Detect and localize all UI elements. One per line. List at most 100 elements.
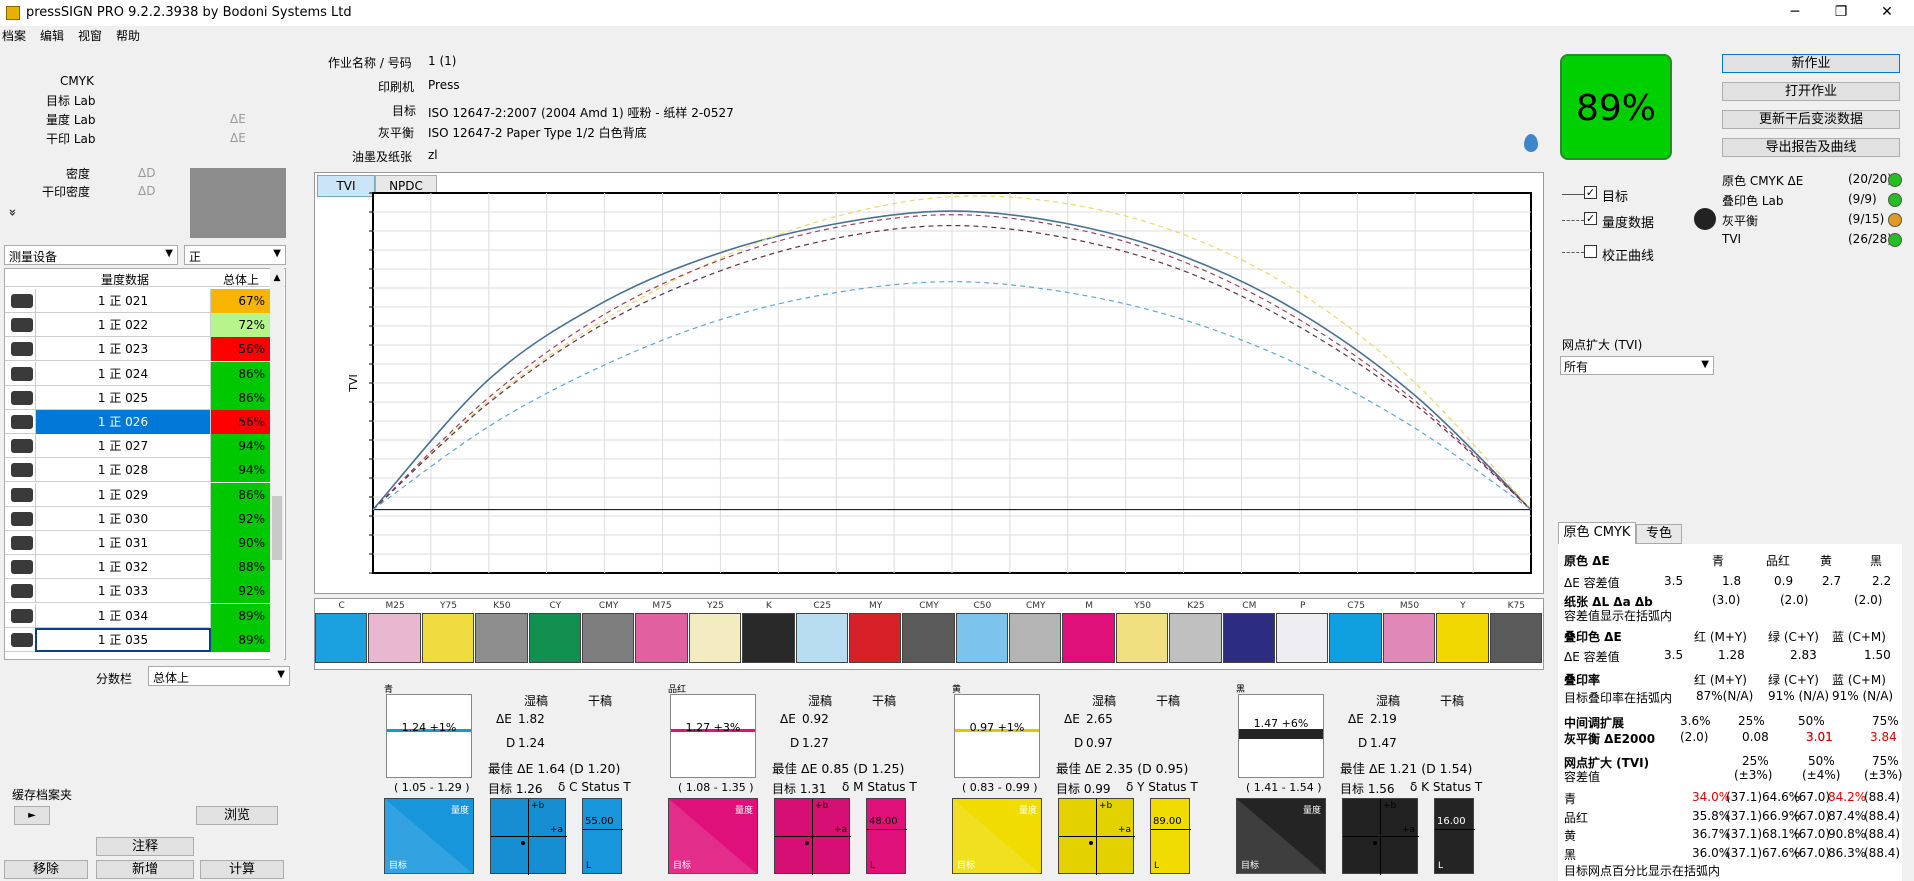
remove-button[interactable]: 移除 (4, 860, 88, 879)
status-dot-icon (1888, 193, 1902, 207)
l-axis-label: L (870, 861, 876, 871)
menu-help[interactable]: 帮助 (116, 29, 141, 43)
strip-patch[interactable] (795, 613, 848, 663)
paper-tol-value: (2.0) (1780, 593, 1809, 607)
status-count: (20/20) (1848, 172, 1892, 186)
strip-patch[interactable] (955, 613, 1009, 663)
strip-patch[interactable] (581, 613, 635, 663)
density-label: 密度 (66, 167, 91, 181)
density-dd: ΔD (138, 166, 156, 180)
menu-edit[interactable]: 编辑 (40, 29, 65, 43)
strip-patch[interactable] (1489, 613, 1542, 663)
table-header: 量度数据 总体上 (5, 269, 285, 287)
table-row[interactable]: 1 正 026 56% (5, 410, 271, 434)
scroll-up-icon[interactable]: ▲ (270, 268, 284, 288)
tvi-select[interactable]: 所有 ▼ (1560, 356, 1714, 375)
row-score: 86% (211, 482, 271, 507)
measure-target-swatch: 量度 目标 (1236, 798, 1326, 874)
strip-patch[interactable] (1222, 613, 1276, 663)
status-label: 叠印色 Lab (1722, 194, 1784, 208)
curve-checkbox[interactable] (1584, 245, 1597, 258)
table-row[interactable]: 1 正 028 94% (5, 458, 271, 483)
strip-patch[interactable] (315, 613, 368, 663)
annotate-button[interactable]: 注释 (96, 837, 194, 856)
table-row[interactable]: 1 正 027 94% (5, 434, 271, 459)
tab-spot[interactable]: 专色 (1636, 524, 1682, 544)
export-report-button[interactable]: 导出报告及曲线 (1722, 138, 1900, 157)
dry-label: 干稿 (1440, 694, 1465, 708)
strip-patch[interactable] (1436, 613, 1489, 663)
strip-patch[interactable] (848, 613, 902, 663)
droplet-icon[interactable] (1524, 134, 1538, 152)
strip-patch[interactable] (902, 613, 955, 663)
new-job-button[interactable]: 新作业 (1722, 54, 1900, 73)
measure-target-swatch: 量度 目标 (668, 798, 758, 874)
strip-patch[interactable] (742, 613, 795, 663)
side-select[interactable]: 正 ▼ (184, 245, 286, 265)
table-scrollbar[interactable] (270, 288, 284, 660)
l-bar-line (583, 829, 623, 830)
table-row[interactable]: 1 正 022 72% (5, 313, 271, 338)
calc-button[interactable]: 计算 (200, 860, 284, 879)
tab-tvi[interactable]: TVI (317, 175, 375, 197)
browse-button[interactable]: 浏览 (196, 806, 278, 825)
strip-patch-label: M (1085, 601, 1094, 611)
d-value: 1.24 (518, 736, 545, 750)
row-score: 89% (211, 627, 271, 652)
add-button[interactable]: 新增 (96, 860, 194, 879)
dry-label: 干稿 (1156, 694, 1181, 708)
tab-npdc[interactable]: NPDC (375, 175, 437, 197)
table-row[interactable]: 1 正 033 92% (5, 579, 271, 604)
col-magenta: 品红 (1766, 554, 1791, 568)
score-bar-select[interactable]: 总体上 ▼ (148, 666, 290, 686)
strip-patch[interactable] (1009, 613, 1062, 663)
table-row[interactable]: 1 正 032 88% (5, 555, 271, 580)
scroll-thumb[interactable] (272, 496, 282, 560)
strip-patch[interactable] (1276, 613, 1329, 663)
strip-patch[interactable] (688, 613, 742, 663)
strip-patch[interactable] (475, 613, 528, 663)
close-button[interactable]: ✕ (1881, 4, 1893, 20)
menu-view[interactable]: 视窗 (78, 29, 103, 43)
table-row[interactable]: 1 正 030 92% (5, 506, 271, 531)
target-tag: 目标 (673, 861, 692, 871)
tvi-25: 35.8% (1692, 808, 1731, 823)
ink-density-box: 0.97 +1% (954, 694, 1040, 778)
table-row[interactable]: 1 正 029 86% (5, 482, 271, 507)
table-row[interactable]: 1 正 034 89% (5, 603, 271, 628)
table-row[interactable]: 1 正 025 86% (5, 385, 271, 410)
update-dry-data-button[interactable]: 更新干后变淡数据 (1722, 110, 1900, 129)
strip-patch[interactable] (1115, 613, 1169, 663)
strip-patch[interactable] (1329, 613, 1382, 663)
measure-tag: 量度 (1018, 806, 1037, 816)
table-row[interactable]: 1 正 021 67% (5, 289, 271, 313)
strip-patch[interactable] (1062, 613, 1115, 663)
strip-patch[interactable] (368, 613, 421, 663)
minimize-button[interactable]: ─ (1790, 4, 1800, 20)
measure-checkbox[interactable]: ✓ (1584, 212, 1597, 225)
strip-patch[interactable] (421, 613, 475, 663)
tab-cmyk[interactable]: 原色 CMYK (1558, 522, 1636, 544)
strip-patch[interactable] (635, 613, 688, 663)
strip-patch[interactable] (1169, 613, 1222, 663)
col-total: 总体上 (223, 273, 260, 287)
open-job-button[interactable]: 打开作业 (1722, 82, 1900, 101)
swatch-split (953, 799, 1041, 874)
d-value: 1.27 (802, 736, 829, 750)
table-row[interactable]: 1 正 023 56% (5, 337, 271, 362)
strip-patch[interactable] (528, 613, 581, 663)
table-row[interactable]: 1 正 035 89% (5, 627, 271, 652)
row-score: 92% (211, 506, 271, 531)
expand-icon[interactable]: » (4, 208, 20, 217)
table-row[interactable]: 1 正 031 90% (5, 531, 271, 555)
strip-patch[interactable] (1382, 613, 1436, 663)
target-density: 目标 1.26 (488, 782, 543, 796)
table-row[interactable]: 1 正 024 86% (5, 361, 271, 386)
target-checkbox[interactable]: ✓ (1584, 186, 1597, 199)
menu-file[interactable]: 档案 (2, 29, 27, 43)
y-axis-label: TVI (347, 374, 360, 393)
device-select[interactable]: 测量设备 ▼ (4, 245, 178, 265)
cache-arrow-button[interactable]: ► (14, 806, 50, 825)
maximize-button[interactable]: ❐ (1834, 4, 1848, 20)
tvi-tol-label: 容差值 (1564, 770, 1601, 784)
